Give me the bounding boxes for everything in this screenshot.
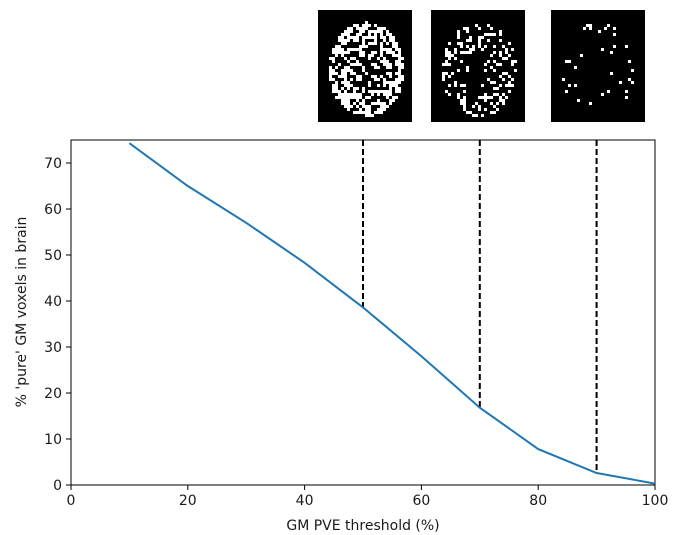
series-lines <box>128 142 656 485</box>
x-tick-label: 80 <box>529 493 547 509</box>
brain-mask-threshold-90 <box>551 10 645 122</box>
brain-mask-threshold-50 <box>318 10 412 122</box>
y-axis-ticks: 0 10 20 30 40 50 60 70 <box>44 156 71 494</box>
x-tick-label: 0 <box>67 493 76 509</box>
y-tick-label: 20 <box>44 386 62 402</box>
y-tick-label: 10 <box>44 432 62 448</box>
thumbnail-background <box>551 10 645 122</box>
y-tick-label: 30 <box>44 340 62 356</box>
y-tick-label: 50 <box>44 248 62 264</box>
x-axis-ticks: 0 20 40 60 80 100 <box>67 485 669 509</box>
y-tick-label: 40 <box>44 294 62 310</box>
y-axis-label: % 'pure' GM voxels in brain <box>14 217 30 408</box>
brain-mask-threshold-70 <box>431 10 525 122</box>
x-tick-label: 100 <box>642 493 669 509</box>
threshold-dashed-lines <box>362 140 598 474</box>
brain-thumbnails <box>318 10 645 122</box>
plot-area-frame <box>70 139 656 486</box>
x-tick-label: 60 <box>412 493 430 509</box>
y-tick-label: 60 <box>44 202 62 218</box>
series-line <box>128 142 656 485</box>
x-tick-label: 40 <box>296 493 314 509</box>
y-tick-label: 70 <box>44 156 62 172</box>
x-tick-label: 20 <box>179 493 197 509</box>
x-axis-label: GM PVE threshold (%) <box>286 518 439 534</box>
y-tick-label: 0 <box>53 478 62 494</box>
